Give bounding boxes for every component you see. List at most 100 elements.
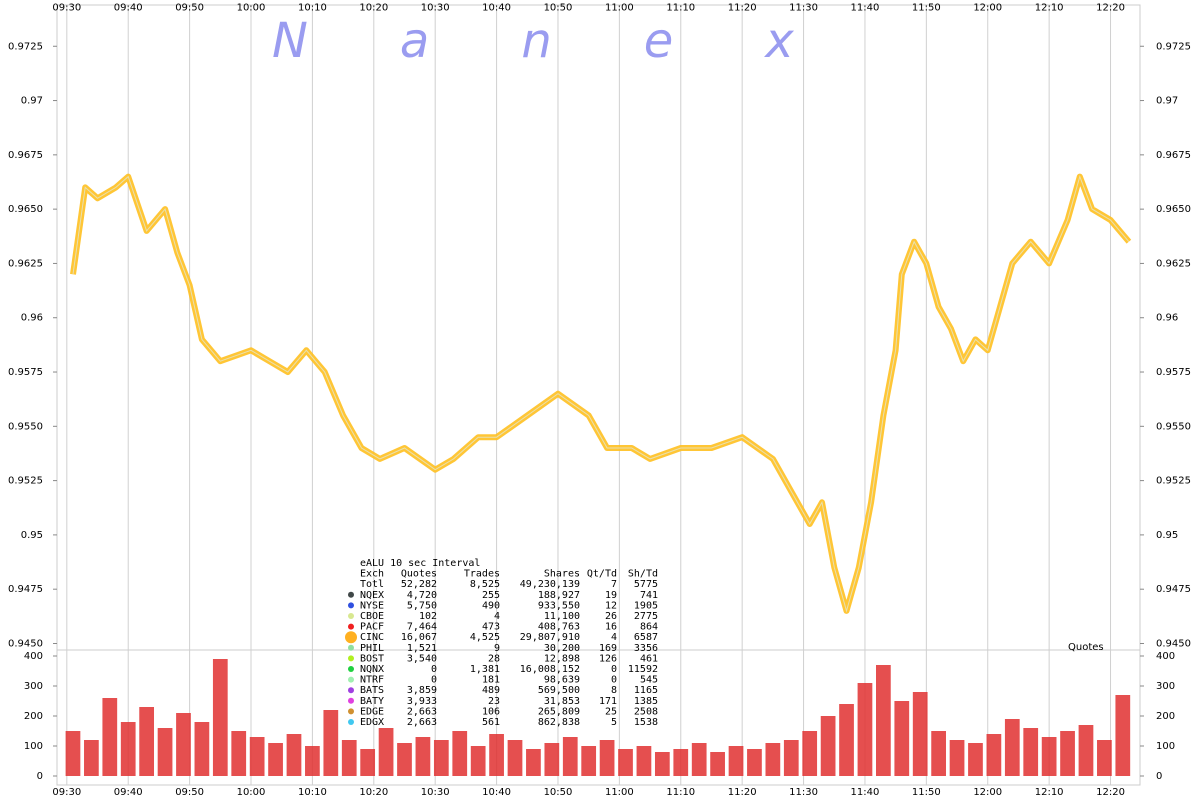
table-cell: 1165 [634,685,658,696]
x-tick-label: 11:40 [851,2,880,13]
y-tick-label: 0.9475 [8,584,43,595]
y-tick-label: 0.9550 [1156,421,1191,432]
table-cell: NTRF [360,675,384,686]
volume-bar [1060,731,1075,776]
table-cell: CBOE [360,611,384,622]
x-tick-label: 11:50 [912,787,941,798]
table-cell: 4,720 [407,590,437,601]
y-tick-label: 400 [24,651,43,662]
volume-bar [212,659,228,776]
table-cell: 0 [611,664,617,675]
volume-bar [1078,725,1094,776]
x-tick-label: 10:50 [544,2,573,13]
x-tick-label: 09:50 [175,2,204,13]
y-tick-label: 0.9575 [1156,367,1191,378]
table-cell: 489 [482,685,500,696]
x-tick-label: 10:10 [298,2,327,13]
volume-bar [839,704,854,776]
exchange-dot [348,613,354,619]
table-cell: 169 [599,643,617,654]
table-cell: 9 [494,643,500,654]
volume-bar [526,749,541,776]
y-tick-label: 0.9525 [1156,476,1191,487]
table-cell: 3356 [634,643,658,654]
volume-bar [765,743,781,776]
table-cell: 19 [605,590,617,601]
table-cell: 569,500 [538,685,580,696]
table-cell: 16,067 [401,632,437,643]
x-tick-label: 12:00 [973,787,1002,798]
volume-bar [968,743,983,776]
x-tick-label: 12:00 [973,2,1002,13]
x-tick-label: 10:00 [237,2,266,13]
y-tick-label: 0.9725 [1156,41,1191,52]
y-tick-label: 0 [37,771,43,782]
exchange-dot [348,676,354,683]
table-cell: 408,763 [538,622,580,633]
table-cell: 3,540 [407,653,437,664]
table-cell: 25 [605,706,617,717]
y-tick-label: 300 [1156,681,1175,692]
x-tick-label: 09:30 [52,787,81,798]
table-cell: 5 [611,717,617,728]
exchange-dot [348,687,354,694]
volume-bar [378,728,394,776]
volume-bar [139,707,155,776]
table-header: Exch [360,569,384,580]
x-tick-label: 10:20 [359,2,388,13]
x-tick-label: 11:30 [789,2,818,13]
y-tick-label: 0.9675 [1156,150,1191,161]
volume-bar [65,731,81,776]
table-header: Qt/Td [587,569,617,580]
series-label: Quotes [1068,642,1104,653]
table-cell: 29,807,910 [520,632,580,643]
table-cell: 4 [494,611,500,622]
x-tick-label: 09:50 [175,787,204,798]
table-cell: BATS [360,685,384,696]
volume-bar [544,743,560,776]
y-tick-label: 0.9650 [1156,204,1191,215]
volume-bar [636,746,652,776]
volume-bar [747,749,762,776]
table-cell: 2,663 [407,706,437,717]
table-cell: 255 [482,590,500,601]
table-cell: 28 [488,653,500,664]
table-cell: 2775 [634,611,658,622]
volume-bar [654,752,670,776]
volume-bar [231,731,247,776]
volume-bar [194,722,210,776]
volume-bar [562,737,578,776]
table-cell: 8 [611,685,617,696]
x-tick-label: 12:20 [1096,787,1125,798]
table-cell: 23 [488,696,500,707]
y-tick-label: 0.9725 [8,41,43,52]
y-tick-label: 0.9450 [1156,638,1191,649]
x-tick-label: 11:20 [728,787,757,798]
y-tick-label: 200 [1156,711,1175,722]
table-cell: 16,008,152 [520,664,580,675]
table-cell: NQEX [360,590,384,601]
table-cell: EDGE [360,706,384,717]
volume-bar [102,698,118,776]
volume-bar [931,731,946,776]
table-cell: 2,663 [407,717,437,728]
x-tick-label: 11:30 [789,787,818,798]
exchange-dot [348,719,354,725]
volume-bar [120,722,136,776]
volume-bar [433,740,449,776]
watermark: Nanex [272,13,886,69]
volume-bar [286,734,302,776]
table-cell: 1,381 [470,664,500,675]
table-cell: 102 [419,611,437,622]
volume-bar [470,746,486,776]
volume-bar [268,743,283,776]
y-tick-label: 0.9475 [1156,584,1191,595]
table-title: eALU 10 sec Interval [360,558,480,569]
x-tick-label: 10:50 [544,787,573,798]
volume-bar [802,731,818,776]
y-tick-label: 0.96 [1156,313,1178,324]
table-header: Shares [544,569,580,580]
table-cell: 98,639 [544,675,580,686]
y-tick-label: 0.95 [21,530,43,541]
table-cell: CINC [360,632,384,643]
